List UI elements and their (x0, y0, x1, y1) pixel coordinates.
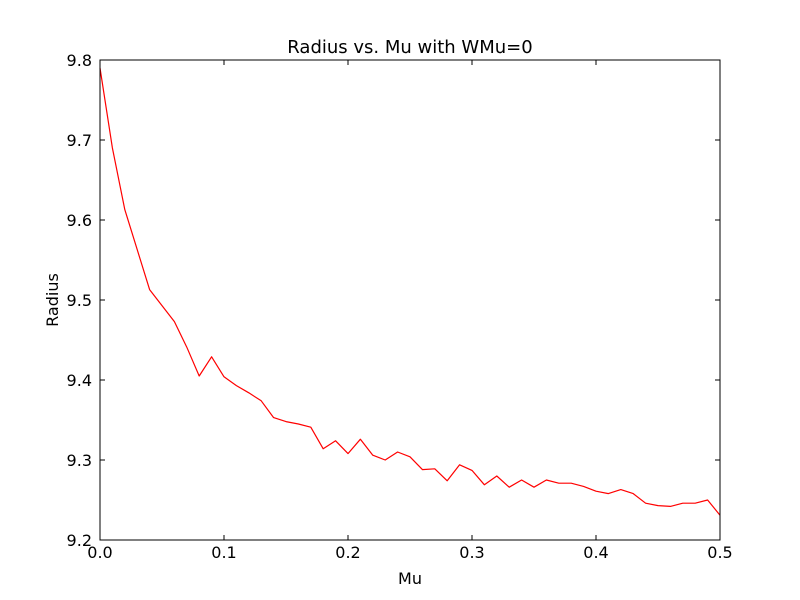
x-tick-label: 0.2 (335, 543, 360, 562)
series-layer (99, 67, 721, 516)
y-tick-label: 9.7 (67, 131, 92, 150)
y-tick-label: 9.8 (67, 51, 92, 70)
chart-title: Radius vs. Mu with WMu=0 (287, 37, 532, 58)
x-tick-label: 0.0 (87, 543, 112, 562)
y-tick-label: 9.4 (67, 371, 92, 390)
x-axis-label: Mu (398, 569, 422, 588)
series-line-0 (99, 67, 721, 516)
x-tick-label: 0.1 (211, 543, 236, 562)
x-tick-label: 0.3 (459, 543, 484, 562)
y-tick-label: 9.3 (67, 451, 92, 470)
y-tick-label: 9.6 (67, 211, 92, 230)
ticks-layer: 0.0 0.1 0.2 0.3 0.4 0.5 9.2 9.3 9.4 9.5 9.6 9.7 9.8 (67, 51, 733, 562)
y-tick-label: 9.5 (67, 291, 92, 310)
x-tick-label: 0.5 (707, 543, 732, 562)
x-tick-label: 0.4 (583, 543, 608, 562)
plot-area-frame (99, 59, 721, 541)
y-tick-label: 9.2 (67, 531, 92, 550)
y-axis-label: Radius (43, 273, 62, 327)
